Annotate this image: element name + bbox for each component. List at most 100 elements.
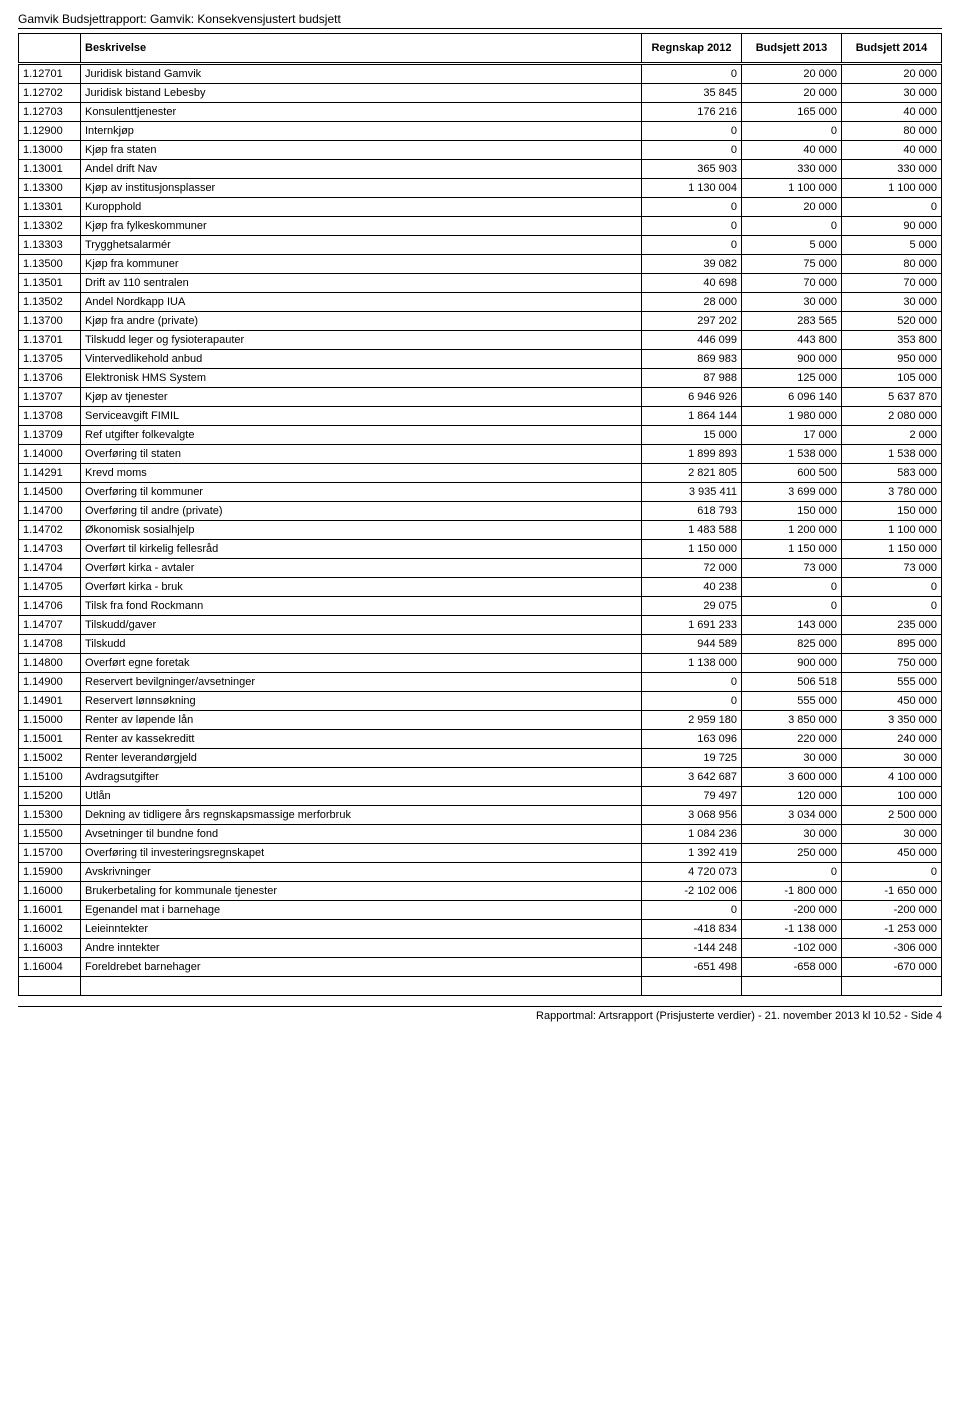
- cell-budsjett-2013: 1 538 000: [742, 445, 842, 464]
- cell-budsjett-2013: 0: [742, 217, 842, 236]
- table-row: 1.13709Ref utgifter folkevalgte15 00017 …: [19, 426, 942, 445]
- cell-budsjett-2014: 750 000: [842, 654, 942, 673]
- table-row: 1.14704Overført kirka - avtaler72 00073 …: [19, 559, 942, 578]
- table-row: 1.13706Elektronisk HMS System87 988125 0…: [19, 369, 942, 388]
- cell-code: 1.13705: [19, 350, 81, 369]
- cell-desc: Juridisk bistand Lebesby: [81, 84, 642, 103]
- cell-budsjett-2013: 5 000: [742, 236, 842, 255]
- cell-regnskap: 1 150 000: [642, 540, 742, 559]
- cell-regnskap: 1 899 893: [642, 445, 742, 464]
- cell-budsjett-2013: 150 000: [742, 502, 842, 521]
- table-row: 1.14000Overføring til staten1 899 8931 5…: [19, 445, 942, 464]
- cell-code: 1.14706: [19, 597, 81, 616]
- table-row: 1.15200Utlån79 497120 000100 000: [19, 787, 942, 806]
- cell-code: 1.14704: [19, 559, 81, 578]
- cell-code: 1.12703: [19, 103, 81, 122]
- cell-code: 1.16004: [19, 958, 81, 977]
- table-row: 1.14703Overført til kirkelig fellesråd1 …: [19, 540, 942, 559]
- cell-budsjett-2014: 895 000: [842, 635, 942, 654]
- cell-code: 1.15002: [19, 749, 81, 768]
- cell-desc: Tilskudd/gaver: [81, 616, 642, 635]
- cell-code: 1.13708: [19, 407, 81, 426]
- cell-regnskap: 0: [642, 64, 742, 84]
- table-row: 1.13300Kjøp av institusjonsplasser1 130 …: [19, 179, 942, 198]
- cell-budsjett-2013: 40 000: [742, 141, 842, 160]
- cell-regnskap: 39 082: [642, 255, 742, 274]
- table-row: 1.14500Overføring til kommuner3 935 4113…: [19, 483, 942, 502]
- cell-budsjett-2013: 250 000: [742, 844, 842, 863]
- cell-budsjett-2014: 555 000: [842, 673, 942, 692]
- cell-budsjett-2013: -102 000: [742, 939, 842, 958]
- cell-budsjett-2014: 3 350 000: [842, 711, 942, 730]
- cell-regnskap: 869 983: [642, 350, 742, 369]
- table-row: 1.14708Tilskudd944 589825 000895 000: [19, 635, 942, 654]
- cell-budsjett-2014: 30 000: [842, 84, 942, 103]
- table-row: 1.14700Overføring til andre (private)618…: [19, 502, 942, 521]
- cell-code: 1.15500: [19, 825, 81, 844]
- cell-desc: Reservert bevilgninger/avsetninger: [81, 673, 642, 692]
- footer-text: Rapportmal: Artsrapport (Prisjusterte ve…: [18, 1006, 942, 1022]
- table-row: 1.13700Kjøp fra andre (private)297 20228…: [19, 312, 942, 331]
- cell-regnskap: -418 834: [642, 920, 742, 939]
- cell-budsjett-2014: 0: [842, 578, 942, 597]
- table-row: 1.15001Renter av kassekreditt163 096220 …: [19, 730, 942, 749]
- cell-budsjett-2013: 555 000: [742, 692, 842, 711]
- cell-desc: Overføring til andre (private): [81, 502, 642, 521]
- cell-desc: Elektronisk HMS System: [81, 369, 642, 388]
- cell-desc: Andre inntekter: [81, 939, 642, 958]
- cell-regnskap: 1 483 588: [642, 521, 742, 540]
- cell-desc: Overført kirka - avtaler: [81, 559, 642, 578]
- cell-budsjett-2014: -200 000: [842, 901, 942, 920]
- cell-code: 1.13500: [19, 255, 81, 274]
- cell-budsjett-2013: 30 000: [742, 293, 842, 312]
- cell-code: 1.15700: [19, 844, 81, 863]
- cell-budsjett-2014: 950 000: [842, 350, 942, 369]
- cell-regnskap: 0: [642, 673, 742, 692]
- cell-budsjett-2013: 0: [742, 863, 842, 882]
- table-row: 1.16002Leieinntekter-418 834-1 138 000-1…: [19, 920, 942, 939]
- cell-empty: [742, 977, 842, 996]
- cell-code: 1.12702: [19, 84, 81, 103]
- cell-regnskap: 40 698: [642, 274, 742, 293]
- cell-regnskap: 1 691 233: [642, 616, 742, 635]
- cell-desc: Drift av 110 sentralen: [81, 274, 642, 293]
- cell-budsjett-2014: 30 000: [842, 825, 942, 844]
- cell-regnskap: 446 099: [642, 331, 742, 350]
- cell-budsjett-2013: 506 518: [742, 673, 842, 692]
- cell-desc: Leieinntekter: [81, 920, 642, 939]
- cell-code: 1.15900: [19, 863, 81, 882]
- table-row: 1.12703Konsulenttjenester176 216165 0004…: [19, 103, 942, 122]
- cell-regnskap: 15 000: [642, 426, 742, 445]
- cell-budsjett-2013: 0: [742, 578, 842, 597]
- cell-budsjett-2014: 1 100 000: [842, 521, 942, 540]
- cell-budsjett-2014: 2 500 000: [842, 806, 942, 825]
- cell-desc: Økonomisk sosialhjelp: [81, 521, 642, 540]
- cell-desc: Kjøp av institusjonsplasser: [81, 179, 642, 198]
- table-row: 1.13705Vintervedlikehold anbud869 983900…: [19, 350, 942, 369]
- cell-regnskap: 0: [642, 692, 742, 711]
- cell-desc: Tilskudd leger og fysioterapauter: [81, 331, 642, 350]
- cell-budsjett-2013: 20 000: [742, 64, 842, 84]
- col-header-regnskap: Regnskap 2012: [642, 34, 742, 64]
- cell-desc: Internkjøp: [81, 122, 642, 141]
- table-row: 1.15500Avsetninger til bundne fond1 084 …: [19, 825, 942, 844]
- cell-regnskap: 79 497: [642, 787, 742, 806]
- table-row: 1.12702Juridisk bistand Lebesby35 84520 …: [19, 84, 942, 103]
- cell-regnskap: 29 075: [642, 597, 742, 616]
- cell-regnskap: 4 720 073: [642, 863, 742, 882]
- cell-budsjett-2014: 20 000: [842, 64, 942, 84]
- cell-code: 1.14000: [19, 445, 81, 464]
- cell-budsjett-2014: 80 000: [842, 255, 942, 274]
- cell-desc: Avsetninger til bundne fond: [81, 825, 642, 844]
- cell-regnskap: 944 589: [642, 635, 742, 654]
- cell-desc: Overføring til staten: [81, 445, 642, 464]
- cell-code: 1.16000: [19, 882, 81, 901]
- cell-code: 1.15001: [19, 730, 81, 749]
- cell-desc: Juridisk bistand Gamvik: [81, 64, 642, 84]
- cell-regnskap: 0: [642, 901, 742, 920]
- cell-budsjett-2014: 90 000: [842, 217, 942, 236]
- cell-budsjett-2014: 353 800: [842, 331, 942, 350]
- table-row: 1.13708Serviceavgift FIMIL1 864 1441 980…: [19, 407, 942, 426]
- cell-empty: [842, 977, 942, 996]
- cell-desc: Overføring til investeringsregnskapet: [81, 844, 642, 863]
